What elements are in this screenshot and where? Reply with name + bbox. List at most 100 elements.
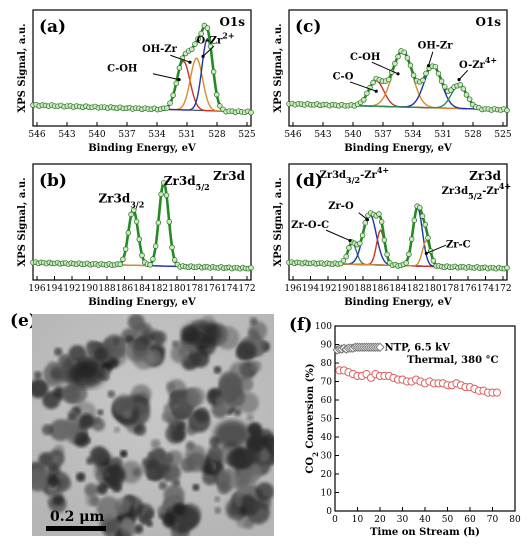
particle	[219, 374, 243, 397]
data-point	[346, 245, 352, 251]
data-point	[419, 213, 426, 219]
y-tick-label: 10	[321, 489, 333, 499]
particle	[121, 517, 134, 531]
particle	[50, 367, 63, 380]
data-point	[136, 236, 143, 242]
particle	[52, 455, 60, 464]
y-axis-label: CO2 Conversion (%)	[305, 363, 320, 473]
x-tick-label: 540	[88, 130, 105, 140]
x-tick-label: 182	[151, 284, 168, 294]
particle	[54, 347, 63, 356]
data-point	[152, 243, 159, 249]
data-point	[163, 192, 170, 199]
thermal-data-point	[492, 388, 502, 397]
peak-arrow-head	[188, 60, 192, 64]
peak-arrow	[428, 51, 434, 66]
data-point	[364, 90, 370, 97]
particle	[228, 504, 241, 516]
x-tick-label: 180	[424, 284, 441, 294]
data-point	[117, 261, 123, 267]
peak-label: Zr-O-C	[291, 220, 329, 231]
particle	[121, 328, 137, 344]
data-point	[139, 252, 145, 259]
x-axis-label: Binding Energy, eV	[88, 143, 196, 154]
data-point	[432, 63, 439, 70]
particle	[115, 348, 125, 358]
x-tick-label: 20	[374, 515, 386, 525]
peak-arrow	[170, 54, 191, 63]
plot-frame	[334, 325, 516, 512]
particle	[113, 426, 121, 434]
data-point	[438, 78, 445, 84]
scale-bar-label: 0.2 μm	[50, 509, 105, 525]
particle	[133, 524, 144, 534]
y-axis-label: XPS Signal, a.u.	[17, 23, 28, 112]
particle	[53, 494, 64, 506]
component-peak-3	[288, 206, 508, 270]
particle	[213, 366, 222, 374]
data-point	[504, 107, 510, 113]
x-tick-label: 525	[238, 130, 255, 140]
particle	[56, 472, 64, 479]
y-axis-label: XPS Signal, a.u.	[273, 177, 284, 266]
data-point	[173, 80, 180, 87]
particle	[157, 506, 167, 516]
x-tick-label: 534	[148, 130, 165, 140]
panel-f-co2-conversion-chart: 0 10 20 30 40 50 60 70 80 0 10 20 30 40 50 60 70 80 90 100 T…	[289, 315, 521, 538]
x-tick-label: 194	[46, 284, 63, 294]
data-point	[460, 86, 467, 92]
tem-image	[32, 314, 274, 536]
data-point	[378, 219, 385, 225]
peak-label: O-Zr2+	[197, 31, 235, 47]
data-point	[192, 41, 198, 47]
particle	[214, 496, 221, 503]
data-point	[430, 258, 437, 264]
particle	[119, 450, 128, 458]
data-point	[248, 264, 254, 271]
particle	[250, 360, 262, 372]
particle	[33, 371, 42, 380]
data-point	[385, 76, 392, 83]
x-tick-label: 537	[118, 130, 135, 140]
particle	[79, 413, 95, 429]
x-tick-label: 80	[509, 515, 521, 525]
panel-d-zr3d: 196 194 192 190 188 186 184 182 180 178 176 174 172 B…	[273, 163, 512, 308]
particle	[216, 326, 240, 350]
element-label: Zr3d	[213, 169, 245, 183]
particle	[75, 432, 88, 444]
x-tick-label: 186	[116, 284, 133, 294]
y-tick-label: 100	[315, 322, 332, 332]
element-label: O1s	[475, 15, 501, 29]
x-tick-label: 70	[487, 515, 499, 525]
plot-frame	[32, 9, 252, 127]
data-point	[195, 36, 201, 42]
particle	[114, 497, 132, 514]
tem-micrograph: 0.2 μm	[32, 314, 274, 536]
particle	[107, 390, 116, 398]
x-tick-label: 537	[374, 130, 391, 140]
particle	[132, 341, 148, 357]
peak-label: Zr3d5/2-Zr4+	[442, 181, 512, 201]
panel-label: (d)	[295, 171, 323, 191]
x-tick-label: 194	[302, 284, 319, 294]
x-tick-label: 546	[28, 130, 45, 140]
particle	[119, 460, 143, 484]
particle	[96, 496, 120, 520]
x-tick-label: 540	[344, 130, 361, 140]
data-point	[395, 53, 401, 60]
particle	[94, 347, 108, 361]
particle	[255, 482, 274, 501]
particle	[207, 445, 223, 461]
data-point	[392, 60, 398, 67]
particle	[75, 472, 86, 482]
y-axis-label: XPS Signal, a.u.	[17, 177, 28, 266]
x-tick-label: 178	[442, 284, 459, 294]
peak-label: Zr-C	[446, 240, 471, 251]
panel-c-o1s: 546 543 540 537 534 531 528 525 Binding Energy, …	[273, 9, 512, 154]
peak-arrow-head	[374, 89, 378, 93]
peak-label: C-O	[333, 72, 354, 83]
data-point	[422, 221, 429, 228]
data-point	[408, 236, 415, 242]
data-point	[463, 92, 470, 98]
data-point	[133, 218, 140, 225]
